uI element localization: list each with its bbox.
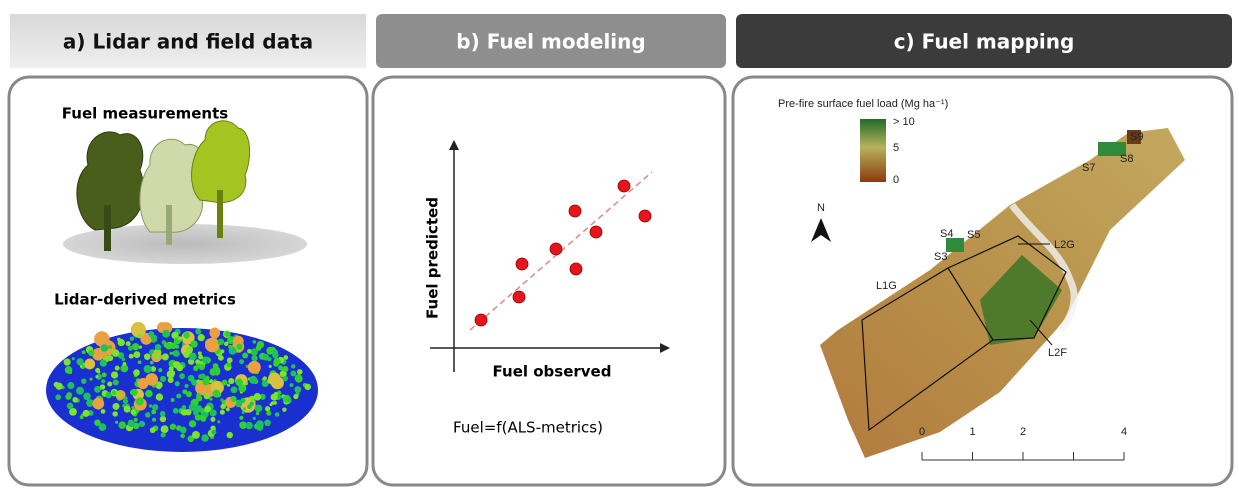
scale-bar: 0 1 2 4 <box>919 426 1127 460</box>
north-label: N <box>817 202 825 214</box>
label: Lidar-derived metrics <box>54 291 236 309</box>
header: b) Fuel modeling <box>456 30 645 54</box>
point-cloud <box>46 322 318 452</box>
legend-label: 5 <box>893 142 899 154</box>
legend-title: Pre-fire surface fuel load (Mg ha⁻¹) <box>778 98 948 110</box>
label: Fuel measurements <box>62 105 228 123</box>
header: c) Fuel mapping <box>894 30 1075 54</box>
scale-label: 2 <box>1020 426 1026 438</box>
legend-label: > 10 <box>893 116 915 128</box>
formula: Fuel=f(ALS-metrics) <box>453 419 603 437</box>
site-label: S9 <box>1130 131 1143 143</box>
site-label: S3 <box>934 251 947 263</box>
site-label: S7 <box>1082 162 1095 174</box>
scale-label: 1 <box>969 426 975 438</box>
legend-bar <box>860 119 886 182</box>
scale-label: 4 <box>1121 426 1127 438</box>
trees <box>63 121 307 264</box>
scatter-schematic <box>430 140 670 372</box>
figure: a) Lidar and field data b) Fuel modeling… <box>0 0 1239 489</box>
site-label: S5 <box>967 229 980 241</box>
axis-label: Fuel observed <box>493 363 612 381</box>
axis-label: Fuel predicted <box>424 197 442 319</box>
area-label: L2F <box>1048 347 1067 359</box>
area-label: L1G <box>876 280 897 292</box>
site-label: S8 <box>1120 153 1133 165</box>
area-label: L2G <box>1054 239 1075 251</box>
scale-label: 0 <box>919 426 925 438</box>
north-arrow <box>811 218 831 242</box>
site-label: S4 <box>940 228 953 240</box>
header: a) Lidar and field data <box>63 30 313 54</box>
legend-label: 0 <box>893 174 899 186</box>
